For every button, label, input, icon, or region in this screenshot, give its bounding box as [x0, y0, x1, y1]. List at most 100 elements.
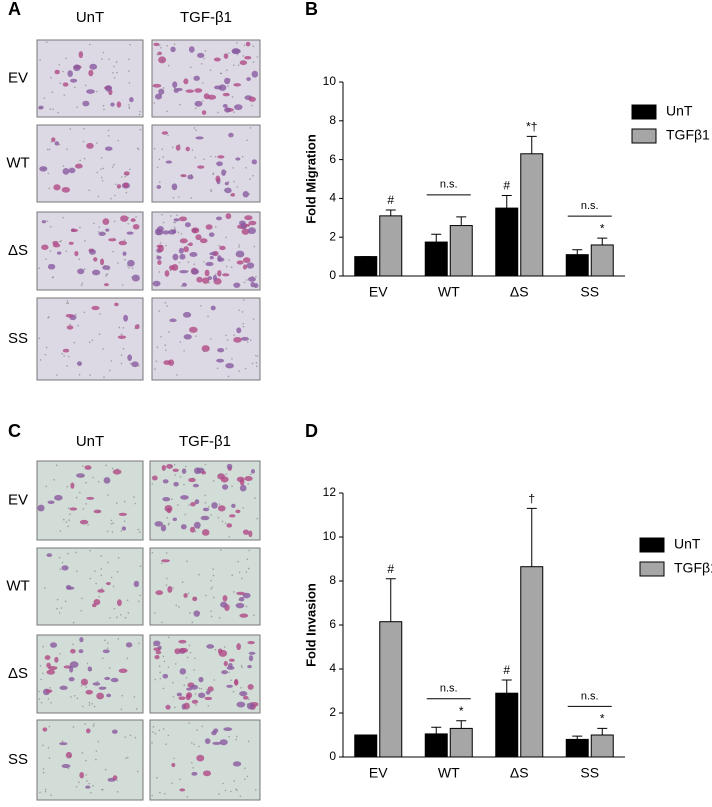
- pore: [156, 254, 159, 257]
- cell: [215, 175, 221, 183]
- pore: [194, 530, 197, 533]
- pore: [255, 361, 258, 364]
- pore: [89, 374, 91, 376]
- pore: [173, 43, 176, 45]
- cell: [106, 582, 111, 586]
- legend-label: TGFβ1: [674, 560, 712, 576]
- pore: [76, 697, 79, 700]
- row-label: EV: [8, 491, 28, 508]
- pore: [42, 771, 45, 774]
- pore: [90, 669, 92, 672]
- cell: [219, 739, 228, 746]
- cell: [151, 475, 158, 481]
- pore: [162, 87, 165, 89]
- pore: [79, 226, 81, 229]
- pore: [66, 148, 68, 150]
- cell: [54, 494, 63, 501]
- pore: [246, 341, 249, 343]
- pore: [247, 567, 250, 570]
- cell: [171, 229, 177, 234]
- pore: [101, 788, 104, 791]
- cell: [85, 728, 91, 734]
- cell: [220, 476, 229, 483]
- pore: [63, 355, 65, 357]
- cell: [108, 238, 117, 242]
- cell: [173, 481, 179, 487]
- cell: [182, 311, 192, 318]
- cell: [242, 695, 249, 700]
- pore: [109, 617, 111, 619]
- pore: [116, 779, 118, 782]
- pore: [247, 740, 250, 743]
- pore: [83, 157, 86, 160]
- pore: [125, 757, 127, 760]
- pore: [75, 313, 77, 316]
- cell: [54, 69, 60, 75]
- row-label: ΔS: [8, 242, 28, 259]
- pore: [106, 273, 109, 275]
- pore: [99, 313, 101, 315]
- cell: [121, 526, 127, 531]
- cell: [224, 181, 229, 186]
- pore: [191, 761, 193, 764]
- pore: [190, 173, 193, 176]
- cell: [44, 655, 51, 660]
- cell: [70, 648, 76, 654]
- significance-mark: *: [600, 221, 605, 235]
- x-tick-label: ΔS: [510, 765, 529, 781]
- pore: [101, 58, 103, 60]
- legend-swatch: [639, 537, 665, 553]
- pore: [201, 468, 204, 471]
- pore: [50, 141, 53, 143]
- pore: [163, 660, 166, 663]
- cell: [112, 469, 122, 475]
- pore: [228, 52, 230, 55]
- column-header: UnT: [76, 9, 104, 26]
- cell: [181, 468, 187, 474]
- pore: [187, 270, 189, 272]
- error-bar: [385, 578, 396, 622]
- cell: [110, 102, 115, 107]
- pore: [96, 142, 98, 144]
- pore: [110, 519, 113, 522]
- error-bar: [572, 249, 583, 255]
- pore: [189, 612, 191, 614]
- pore: [251, 275, 254, 278]
- cell: [153, 42, 160, 47]
- pore: [239, 795, 242, 798]
- pore: [97, 481, 100, 483]
- pore: [88, 341, 91, 344]
- pore: [176, 374, 178, 376]
- y-axis-label: Fold Migration: [303, 134, 318, 224]
- pore: [187, 261, 190, 263]
- pore: [47, 698, 50, 700]
- pore: [78, 258, 81, 261]
- pore: [166, 517, 168, 519]
- pore: [134, 736, 137, 739]
- pore: [45, 258, 47, 260]
- cell: [172, 517, 178, 522]
- bar: [379, 621, 403, 758]
- cell: [225, 213, 232, 220]
- pore: [47, 746, 50, 749]
- cell: [248, 220, 257, 226]
- error-bar: [456, 720, 467, 729]
- pore: [85, 503, 87, 505]
- pore: [74, 86, 76, 89]
- pore: [199, 304, 202, 307]
- pore: [248, 193, 250, 195]
- pore: [221, 520, 224, 523]
- panel-letter: C: [8, 421, 21, 441]
- pore: [72, 621, 75, 624]
- pore: [240, 664, 243, 667]
- cell: [78, 51, 84, 59]
- pore: [123, 520, 126, 522]
- pore: [244, 367, 247, 370]
- pore: [191, 621, 194, 624]
- y-axis-label: Fold Invasion: [303, 583, 318, 667]
- cell: [248, 651, 256, 655]
- pore: [208, 281, 210, 284]
- pore: [120, 613, 122, 616]
- pore: [233, 64, 235, 67]
- pore: [113, 65, 115, 68]
